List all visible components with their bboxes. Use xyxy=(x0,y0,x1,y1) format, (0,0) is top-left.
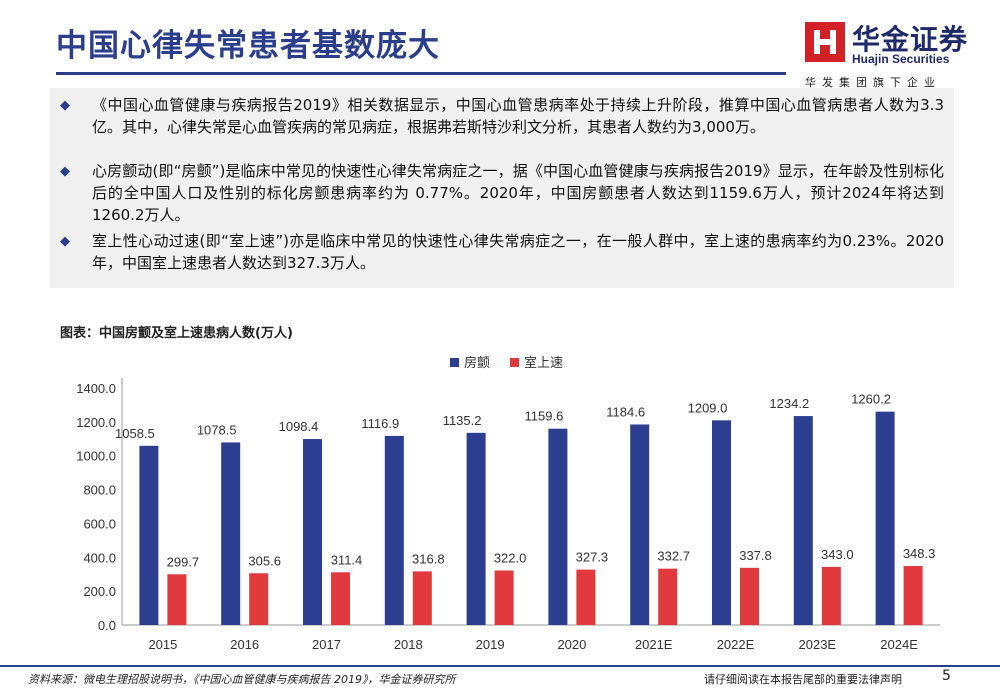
data-label: 343.0 xyxy=(821,547,854,562)
footer-source: 资料来源：微电生理招股说明书，《中国心血管健康与疾病报告 2019》，华金证券研… xyxy=(28,673,456,686)
bullet-text-3: 室上性心动过速(即“室上速”)亦是临床中常见的快速性心律失常病症之一，在一般人群… xyxy=(92,232,944,272)
summary-box: ◆ 《中国心血管健康与疾病报告2019》相关数据显示，中国心血管患病率处于持续上… xyxy=(50,88,954,288)
diamond-bullet-icon: ◆ xyxy=(60,98,70,113)
data-label: 1116.9 xyxy=(361,416,399,431)
data-label: 1135.2 xyxy=(443,413,482,428)
data-label: 305.6 xyxy=(248,553,281,568)
x-tick-label: 2023E xyxy=(799,637,837,652)
legend-label: 室上速 xyxy=(524,355,563,371)
bar-af-2022E xyxy=(712,420,731,625)
bar-af-2024E xyxy=(875,411,895,625)
legend-swatch xyxy=(510,358,519,367)
footer-disclaimer: 请仔细阅读在本报告尾部的重要法律声明 xyxy=(704,673,902,686)
x-tick-label: 2019 xyxy=(476,637,505,652)
bar-chart: 0.0 200.0 400.0 600.0 800.0 1000.0 1200.0 1400.… xyxy=(76,355,940,652)
bar-svt-2018 xyxy=(412,571,432,625)
bar-svt-2017 xyxy=(331,572,350,625)
x-tick-label: 2022E xyxy=(717,637,755,652)
y-tick-label: 800.0 xyxy=(83,483,116,498)
data-label: 1159.6 xyxy=(525,409,564,424)
bar-af-2017 xyxy=(303,439,322,625)
data-label: 1234.2 xyxy=(769,396,809,411)
logo-english-name: Huajin Securities xyxy=(852,52,950,66)
bar-svt-2023E xyxy=(821,566,841,625)
page-title: 中国心律失常患者基数庞大 xyxy=(56,28,440,64)
y-tick-label: 1200.0 xyxy=(76,415,116,430)
x-tick-label: 2018 xyxy=(394,637,423,652)
y-tick-label: 1400.0 xyxy=(76,381,116,396)
x-tick-label: 2016 xyxy=(230,637,259,652)
logo-subtitle: 华发集团旗下企业 xyxy=(805,76,941,89)
data-label: 332.7 xyxy=(657,549,690,564)
y-tick-label: 1000.0 xyxy=(76,449,116,464)
data-label: 1209.0 xyxy=(688,400,728,415)
bar-af-2020 xyxy=(548,428,568,625)
bar-af-2023E xyxy=(793,416,813,625)
data-label: 337.8 xyxy=(739,548,772,563)
bar-svt-2020 xyxy=(576,569,596,625)
bullet-text-2: 心房颤动(即“房颤”)是临床中常见的快速性心律失常病症之一，据《中国心血管健康与… xyxy=(92,162,944,224)
data-label: 311.4 xyxy=(331,552,363,567)
data-label: 316.8 xyxy=(412,551,445,566)
bar-af-2016 xyxy=(221,442,241,625)
bar-svt-2022E xyxy=(740,567,759,625)
logo-chinese-name: 华金证券 xyxy=(852,23,969,56)
diamond-bullet-icon: ◆ xyxy=(60,164,70,179)
data-label: 1184.6 xyxy=(606,404,645,419)
legend-label: 房颤 xyxy=(464,355,490,371)
x-tick-label: 2024E xyxy=(880,637,918,652)
bar-svt-2015 xyxy=(167,574,187,625)
data-label: 1098.4 xyxy=(279,419,319,434)
huajin-logo-icon xyxy=(805,22,845,62)
bar-svt-2021E xyxy=(658,568,678,625)
data-label: 1078.5 xyxy=(197,422,237,437)
bar-af-2015 xyxy=(139,445,159,625)
data-label: 348.3 xyxy=(903,546,936,561)
bullet-text-1: 《中国心血管健康与疾病报告2019》相关数据显示，中国心血管患病率处于持续上升阶… xyxy=(92,96,944,136)
bar-svt-2024E xyxy=(903,566,923,625)
data-label: 322.0 xyxy=(494,550,527,565)
title-underline xyxy=(56,72,786,75)
data-label: 1058.5 xyxy=(115,426,155,441)
y-tick-label: 600.0 xyxy=(83,516,116,531)
data-label: 299.7 xyxy=(167,554,200,569)
x-tick-label: 2017 xyxy=(312,637,341,652)
chart-title: 图表：中国房颤及室上速患病人数(万人) xyxy=(60,326,293,341)
y-tick-label: 0.0 xyxy=(98,618,116,633)
legend-swatch xyxy=(450,358,459,367)
data-label: 1260.2 xyxy=(851,392,891,407)
bar-svt-2016 xyxy=(249,573,269,625)
x-tick-label: 2021E xyxy=(635,637,673,652)
company-logo: 华金证券 Huajin Securities 华发集团旗下企业 xyxy=(800,14,980,94)
y-tick-label: 400.0 xyxy=(83,550,116,565)
bar-af-2019 xyxy=(466,432,486,625)
y-tick-label: 200.0 xyxy=(83,584,116,599)
x-tick-label: 2015 xyxy=(148,637,177,652)
data-label: 327.3 xyxy=(576,550,609,565)
bar-af-2018 xyxy=(384,435,404,625)
footer-rule xyxy=(0,665,1000,667)
bar-af-2021E xyxy=(630,424,650,625)
x-tick-label: 2020 xyxy=(557,637,586,652)
page-number: 5 xyxy=(942,668,951,684)
bar-svt-2019 xyxy=(494,570,514,625)
diamond-bullet-icon: ◆ xyxy=(60,234,70,249)
